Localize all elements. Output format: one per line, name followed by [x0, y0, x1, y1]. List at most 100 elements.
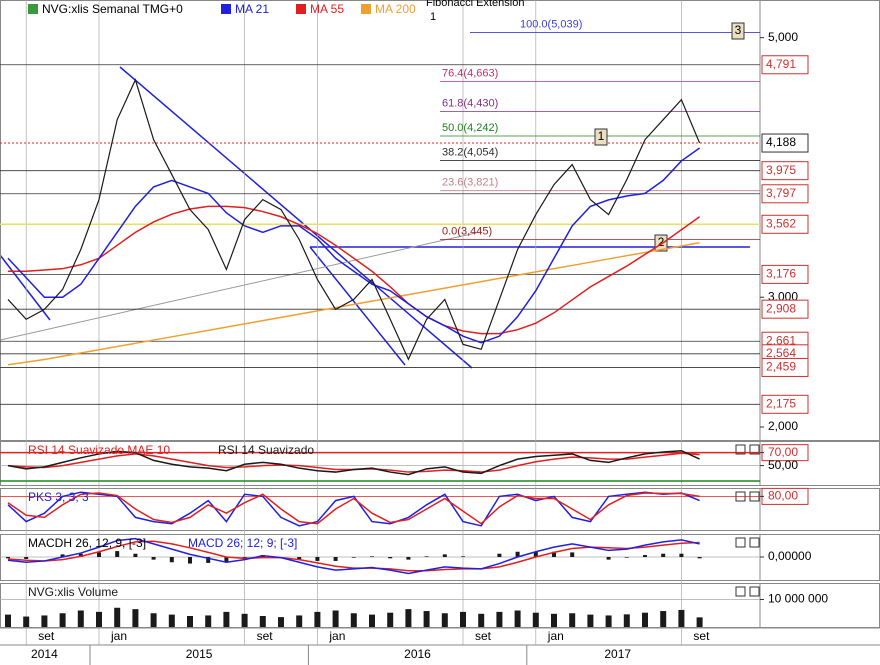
panel-button-restore[interactable] [735, 444, 746, 455]
level-label: 2,564 [766, 346, 796, 360]
histogram-bar [515, 551, 520, 557]
histogram-bar [643, 555, 647, 557]
legend-label: RSI 14 Suavizado [218, 443, 314, 457]
legend-swatch [28, 4, 38, 14]
panel-button-close[interactable] [749, 537, 760, 548]
legend-label: NVG:xlis Semanal TMG+0 [42, 2, 183, 16]
volume-bar [460, 611, 466, 627]
panel-button-close[interactable] [749, 586, 760, 597]
volume-bar [387, 612, 394, 627]
level-label: 2,175 [766, 396, 796, 410]
legend-label: PKS 3, 3, 3 [28, 490, 89, 504]
year-label: 2015 [186, 647, 213, 661]
y-tick-label: 10 000 000 [768, 592, 828, 606]
series-line [7, 492, 700, 525]
volume-bar [551, 613, 557, 627]
histogram-bar [370, 556, 374, 557]
fibonacci-point-box [654, 234, 668, 252]
fibonacci-label: 0.0(3,445) [442, 225, 492, 237]
volume-bar [587, 614, 594, 627]
volume-bar [132, 609, 139, 627]
volume-bar [660, 611, 667, 627]
histogram-bar [6, 557, 10, 559]
volume-bar [369, 614, 375, 627]
histogram-bar [533, 551, 538, 557]
histogram-bar [697, 557, 702, 559]
histogram-bar [206, 557, 211, 563]
panel-button-restore[interactable] [735, 586, 746, 597]
volume-bar [205, 615, 212, 627]
series-line [7, 78, 701, 361]
level-label-box [761, 55, 809, 75]
series-line [8, 205, 701, 335]
volume-bar [423, 611, 430, 627]
level-label: 3,797 [766, 186, 796, 200]
last-price-label: 4,188 [766, 135, 796, 149]
x-tick-label: set [693, 629, 710, 643]
series-line [7, 241, 700, 366]
y-tick-label: 80,00 [768, 489, 798, 503]
fibonacci-anchor: 1 [430, 11, 436, 23]
series-line [7, 491, 700, 527]
volume-bar [23, 616, 30, 627]
level-label-box [761, 394, 809, 414]
fibonacci-title: Fibonacci Extension [426, 0, 524, 9]
x-tick-label: jan [547, 629, 564, 643]
histogram-bar [497, 553, 502, 557]
volume-bar [41, 615, 48, 627]
level-label-box [761, 214, 809, 234]
volume-bar [278, 617, 284, 627]
legend-label: MA 21 [235, 2, 269, 16]
volume-bar [187, 616, 193, 627]
histogram-bar [169, 557, 174, 563]
volume-bar [77, 610, 84, 627]
series-line [7, 147, 701, 344]
histogram-bar [188, 557, 192, 564]
year-label: 2014 [31, 647, 58, 661]
y-tick-label: 70,00 [768, 445, 798, 459]
volume-bar [259, 616, 266, 627]
volume-bar [569, 613, 576, 627]
histogram-bar [297, 557, 302, 560]
histogram-bar [679, 553, 684, 557]
series-line [7, 537, 700, 575]
x-tick-label: set [257, 629, 274, 643]
fibonacci-label: 23.6(3,821) [442, 177, 498, 189]
level-label: 4,791 [766, 57, 796, 71]
histogram-bar [60, 554, 65, 557]
volume-bar [114, 607, 121, 627]
volume-bar [5, 614, 11, 627]
legend-label: MA 200 [375, 2, 416, 16]
trend-line [0, 231, 481, 341]
histogram-bar [442, 554, 447, 557]
panel-button-restore[interactable] [735, 537, 746, 548]
volume-bar [696, 617, 703, 627]
volume-bar [59, 613, 66, 627]
last-price-box [761, 133, 809, 153]
histogram-bar [570, 552, 575, 557]
volume-bar [168, 614, 175, 627]
fibonacci-point: 3 [735, 23, 742, 37]
legend-label: NVG:xlis Volume [28, 585, 118, 599]
histogram-bar [333, 557, 338, 561]
legend-label: MA 55 [310, 2, 344, 16]
histogram-bar [552, 551, 556, 557]
level-label: 3,975 [766, 163, 796, 177]
histogram-bar [133, 553, 138, 557]
x-tick-label: jan [110, 629, 127, 643]
volume-bar [314, 611, 321, 627]
histogram-bar [78, 553, 83, 557]
trend-line [119, 66, 473, 369]
volume-bar [605, 615, 612, 627]
histogram-bar [461, 556, 465, 557]
panel-button-close[interactable] [749, 444, 760, 455]
series-line [7, 449, 700, 476]
volume-bar [441, 613, 448, 627]
volume-bar [150, 613, 157, 627]
fibonacci-label: 100.0(5,039) [520, 18, 582, 30]
volume-bar [332, 610, 339, 627]
volume-bar [405, 609, 412, 627]
